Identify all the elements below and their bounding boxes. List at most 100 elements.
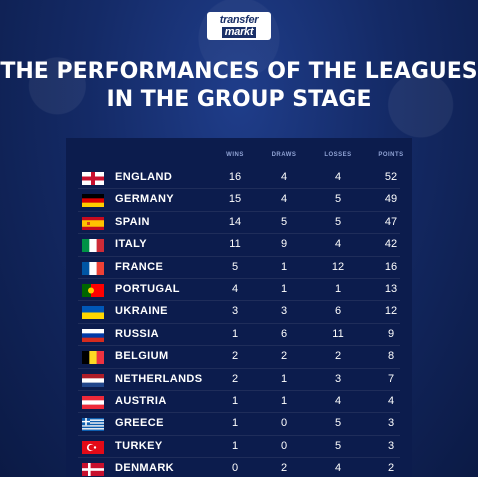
title-line2: IN THE GROUP STAGE: [106, 87, 372, 112]
wins-value: 16: [228, 171, 242, 183]
row-divider: [78, 390, 400, 391]
draws-value: 1: [280, 395, 288, 407]
country-name: NETHERLANDS: [115, 372, 203, 385]
points-value: 8: [387, 350, 395, 363]
row-divider: [78, 300, 400, 302]
row-divider: [78, 457, 400, 459]
standings-table: WINS DRAWS LOSSES POINTS ENGLAND 16 4 4 52 GE…: [66, 138, 412, 477]
losses-value: 4: [334, 171, 342, 183]
austria-flag-icon: [82, 396, 104, 409]
row-divider: [78, 278, 400, 279]
table-row: ITALY 11 9 4 42: [66, 234, 412, 256]
row-divider: [78, 322, 400, 324]
row-divider: [78, 210, 400, 212]
country-name: DENMARK: [115, 462, 175, 475]
losses-value: 5: [334, 439, 342, 452]
draws-value: 5: [280, 215, 288, 228]
losses-value: 4: [334, 395, 342, 407]
draws-value: 3: [280, 305, 288, 318]
losses-value: 5: [334, 417, 342, 430]
draws-value: 2: [280, 350, 288, 363]
row-divider: [78, 255, 400, 257]
germany-flag-icon: [82, 194, 104, 208]
wins-value: 1: [231, 327, 239, 340]
header-losses: LOSSES: [324, 152, 352, 158]
draws-value: 4: [280, 171, 288, 183]
wins-value: 5: [231, 260, 239, 273]
wins-value: 11: [229, 238, 241, 251]
losses-value: 12: [331, 260, 345, 273]
russia-flag-icon: [82, 328, 104, 342]
wins-value: 15: [228, 193, 242, 206]
netherlands-flag-icon: [82, 373, 104, 387]
greece-flag-icon: [82, 418, 104, 432]
losses-value: 3: [334, 372, 342, 385]
portugal-flag-icon: [82, 284, 104, 297]
losses-value: 6: [334, 305, 342, 318]
draws-value: 4: [280, 193, 288, 206]
points-value: 3: [387, 439, 395, 452]
table-row: NETHERLANDS 2 1 3 7: [66, 369, 412, 391]
wins-value: 3: [231, 305, 239, 318]
points-value: 2: [387, 462, 395, 475]
row-divider: [78, 412, 400, 414]
losses-value: 2: [334, 350, 342, 363]
row-divider: [78, 345, 400, 347]
country-name: FRANCE: [115, 260, 164, 273]
country-name: AUSTRIA: [115, 395, 167, 407]
country-name: GREECE: [115, 417, 164, 430]
country-name: TURKEY: [115, 439, 163, 452]
spain-flag-icon: [82, 216, 104, 230]
points-value: 52: [384, 171, 398, 183]
table-row: DENMARK 0 2 4 2: [66, 458, 412, 477]
points-value: 4: [387, 395, 395, 407]
turkey-flag-icon: [82, 440, 104, 454]
italy-flag-icon: [82, 239, 104, 253]
losses-value: 11: [332, 327, 344, 340]
wins-value: 2: [231, 372, 239, 385]
country-name: RUSSIA: [115, 327, 159, 340]
draws-value: 0: [280, 439, 288, 452]
england-flag-icon: [82, 172, 104, 185]
table-header: WINS DRAWS LOSSES POINTS: [66, 152, 412, 164]
draws-value: 2: [280, 462, 288, 475]
logo-line2: markt: [221, 26, 257, 38]
row-divider: [78, 367, 400, 369]
table-row: TURKEY 1 0 5 3: [66, 436, 412, 458]
wins-value: 0: [231, 462, 239, 475]
points-value: 13: [384, 283, 398, 295]
table-row: GERMANY 15 4 5 49: [66, 189, 412, 211]
draws-value: 1: [280, 260, 288, 273]
points-value: 7: [387, 372, 395, 385]
points-value: 3: [387, 417, 395, 430]
denmark-flag-icon: [82, 463, 104, 477]
table-row: FRANCE 5 1 12 16: [66, 257, 412, 279]
losses-value: 1: [334, 283, 342, 295]
row-divider: [78, 434, 400, 436]
wins-value: 4: [231, 283, 239, 295]
losses-value: 5: [334, 193, 342, 206]
belgium-flag-icon: [82, 351, 104, 365]
table-row: ENGLAND 16 4 4 52: [66, 167, 412, 189]
table-row: AUSTRIA 1 1 4 4: [66, 391, 412, 413]
country-name: PORTUGAL: [115, 283, 180, 295]
wins-value: 2: [231, 350, 239, 363]
header-wins: WINS: [226, 152, 244, 158]
points-value: 16: [384, 260, 398, 273]
table-row: RUSSIA 1 6 11 9: [66, 324, 412, 346]
losses-value: 5: [334, 215, 342, 228]
table-row: GREECE 1 0 5 3: [66, 413, 412, 435]
france-flag-icon: [82, 261, 104, 275]
page-title: THE PERFORMANCES OF THE LEAGUES IN THE G…: [0, 58, 478, 114]
logo-line1: transfer: [219, 13, 259, 26]
points-value: 12: [384, 305, 398, 318]
draws-value: 9: [280, 238, 288, 251]
draws-value: 1: [280, 372, 288, 385]
losses-value: 4: [334, 462, 342, 475]
header-points: POINTS: [378, 152, 404, 158]
country-name: GERMANY: [115, 193, 175, 206]
wins-value: 14: [228, 215, 242, 228]
header-draws: DRAWS: [271, 152, 297, 158]
points-value: 49: [384, 193, 398, 206]
losses-value: 4: [334, 238, 342, 251]
